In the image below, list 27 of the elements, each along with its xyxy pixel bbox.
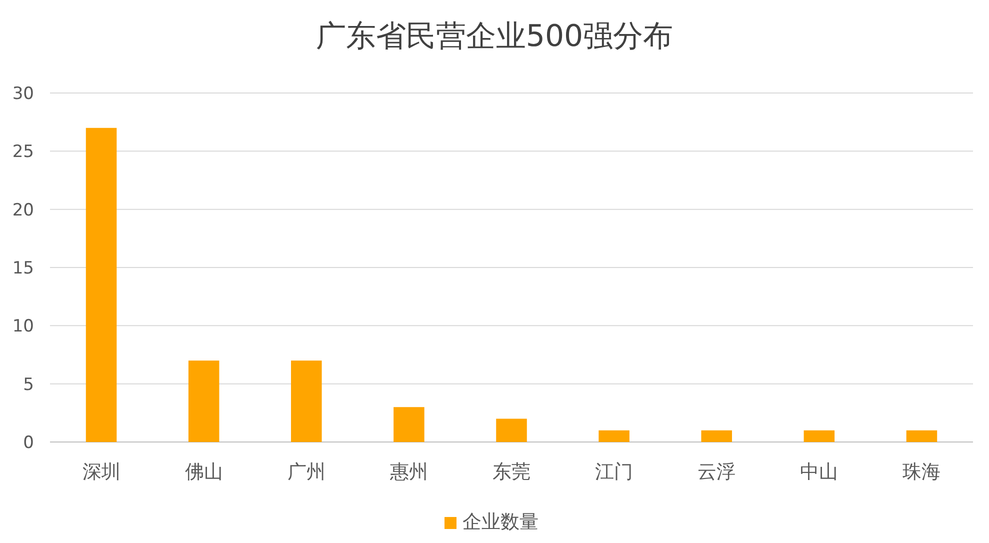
x-tick-label: 惠州 xyxy=(388,461,428,483)
bar xyxy=(188,360,220,442)
bar xyxy=(86,128,117,442)
x-tick-label: 中山 xyxy=(800,461,838,483)
bar xyxy=(394,407,424,442)
y-tick-label: 20 xyxy=(12,200,34,220)
bar xyxy=(701,430,732,442)
x-tick-label: 江门 xyxy=(595,461,634,483)
x-tick-label: 云浮 xyxy=(698,461,736,483)
y-tick-label: 25 xyxy=(12,142,34,162)
y-tick-label: 10 xyxy=(12,316,34,337)
legend-label: 企业数量 xyxy=(462,511,538,533)
x-tick-label: 珠海 xyxy=(902,461,941,483)
x-tick-label: 广州 xyxy=(287,461,326,483)
bar xyxy=(804,430,835,442)
bar xyxy=(598,430,630,442)
y-tick-label: 5 xyxy=(23,374,34,395)
x-tick-label: 深圳 xyxy=(82,461,120,483)
bar xyxy=(496,418,527,442)
chart-title: 广东省民营企业500强分布 xyxy=(316,19,674,54)
x-tick-label: 东莞 xyxy=(492,461,530,483)
y-tick-label: 30 xyxy=(12,84,34,104)
y-tick-label: 15 xyxy=(12,258,34,278)
bar xyxy=(906,430,938,442)
y-tick-label: 0 xyxy=(23,433,34,453)
x-tick-label: 佛山 xyxy=(184,461,223,483)
bar xyxy=(291,360,322,442)
